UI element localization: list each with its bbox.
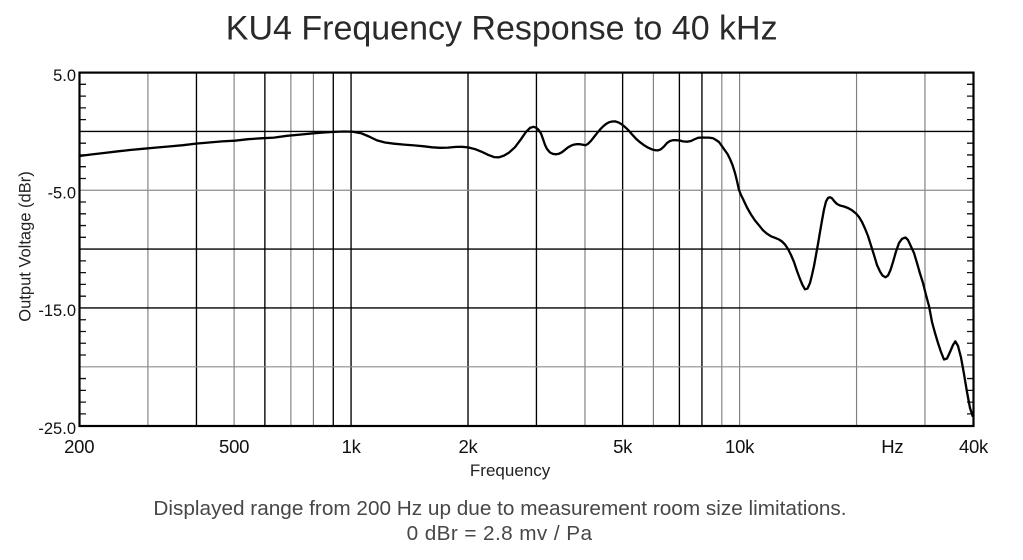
svg-text:-15.0: -15.0 xyxy=(38,302,76,320)
svg-text:-5.0: -5.0 xyxy=(48,185,76,203)
svg-text:-25.0: -25.0 xyxy=(38,420,76,438)
svg-text:Displayed range from 200 Hz up: Displayed range from 200 Hz up due to me… xyxy=(153,497,846,520)
svg-text:Hz: Hz xyxy=(881,436,903,457)
svg-text:500: 500 xyxy=(219,436,249,457)
svg-text:Output Voltage (dBr): Output Voltage (dBr) xyxy=(16,171,34,321)
svg-text:Frequency: Frequency xyxy=(470,461,551,480)
svg-text:10k: 10k xyxy=(725,436,755,457)
svg-text:0 dBr = 2.8 mv / Pa: 0 dBr = 2.8 mv / Pa xyxy=(407,522,593,545)
svg-text:1k: 1k xyxy=(342,436,362,457)
svg-text:200: 200 xyxy=(64,436,94,457)
svg-text:KU4 Frequency Response to 40 k: KU4 Frequency Response to 40 kHz xyxy=(226,10,778,48)
svg-text:5k: 5k xyxy=(613,436,633,457)
svg-text:2k: 2k xyxy=(458,436,478,457)
svg-text:5.0: 5.0 xyxy=(53,67,76,85)
svg-text:40k: 40k xyxy=(959,436,989,457)
